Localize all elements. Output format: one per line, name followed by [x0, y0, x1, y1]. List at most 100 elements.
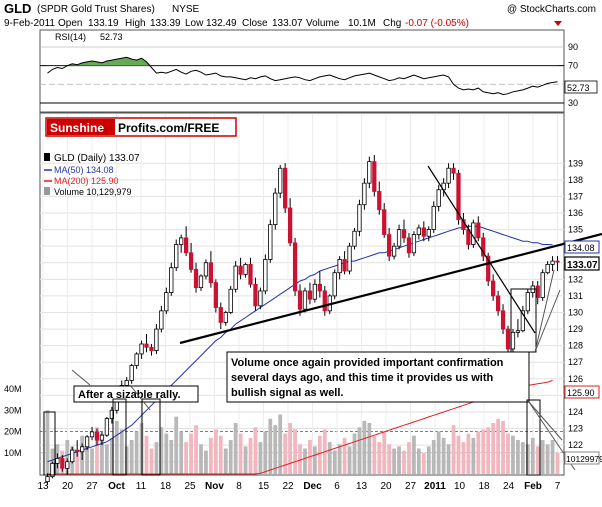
volume-bar — [105, 444, 109, 474]
legend-line-2: MA(50) 134.08 — [54, 165, 114, 175]
volume-bar — [550, 440, 555, 474]
volume-bar — [174, 416, 179, 474]
candle-body — [416, 227, 422, 235]
candle-body — [253, 283, 258, 307]
volume-bar — [456, 435, 461, 474]
x-tick-label: 6 — [334, 481, 340, 492]
price-label-ma50-text: 134.08 — [567, 243, 595, 253]
price-tick-label: 132 — [568, 274, 583, 284]
volume-bar — [436, 431, 441, 474]
price-tick-label: 123 — [568, 424, 583, 434]
legend: GLD (Daily) 133.07 MA(50) 134.08 MA(200)… — [44, 153, 140, 197]
x-tick-label: 7 — [555, 481, 561, 492]
candle-body — [550, 260, 555, 265]
candle-body — [94, 431, 100, 441]
candle-body — [411, 234, 417, 254]
candle-body — [273, 192, 278, 226]
price-tick-label: 128 — [568, 341, 583, 351]
candle-body — [387, 234, 392, 257]
volume-note-box — [226, 351, 530, 403]
candle-body — [382, 209, 387, 235]
volume-bar — [426, 446, 431, 474]
volume-bar — [501, 420, 505, 474]
volume-bar — [312, 446, 317, 474]
volume-bar — [199, 444, 203, 474]
rally-note-text: After a sizable rally. — [78, 389, 181, 401]
volume-bar — [352, 433, 357, 474]
price-tick-label: 130 — [568, 307, 583, 317]
candle-body — [188, 252, 194, 270]
high-label: High — [125, 18, 146, 29]
rsi-line — [47, 56, 558, 96]
volume-bar — [189, 433, 193, 474]
candle-body — [347, 245, 352, 272]
candle-body — [307, 290, 313, 300]
price-label-close: 133.07 — [564, 256, 600, 271]
x-tick-label: 13 — [356, 481, 368, 492]
volume-bar — [283, 433, 288, 474]
volume-highlight-box-2 — [112, 398, 127, 476]
x-tick-label: 22 — [282, 481, 294, 492]
volume-bar — [357, 427, 362, 474]
volume-highlight-box-1 — [43, 411, 56, 476]
x-tick-label: 20 — [380, 481, 392, 492]
x-tick-label: 24 — [503, 481, 515, 492]
volume-bar — [124, 446, 129, 474]
volume-bar — [154, 442, 159, 474]
volume-bar — [540, 440, 545, 474]
x-tick-label: 27 — [86, 481, 98, 492]
x-tick-label: 18 — [478, 481, 490, 492]
volume-bar — [50, 448, 55, 474]
volume-bar — [268, 418, 273, 474]
candle-body — [45, 476, 50, 483]
volume-bar — [228, 440, 233, 474]
volume-bar — [525, 444, 530, 474]
x-tick-label: 25 — [184, 481, 196, 492]
volume-bar — [114, 420, 119, 474]
volume-bar — [179, 431, 184, 474]
price-label-volume: 10129979 — [564, 451, 602, 465]
legend-price-swatch — [44, 153, 50, 161]
candle-body — [515, 330, 521, 333]
volume-note-line-1: Volume once again provided important con… — [231, 357, 504, 369]
x-tick-label: 11 — [136, 481, 147, 492]
candle-body — [124, 380, 129, 386]
volume-bar — [377, 442, 382, 474]
volume-bar — [466, 433, 471, 474]
candle-body — [99, 434, 105, 441]
volume-bar — [332, 450, 337, 474]
rsi-last-label: 52.73 — [567, 83, 590, 93]
chg-value: -0.07 (-0.05%) — [405, 18, 469, 29]
ma200-line — [47, 380, 553, 475]
price-tick-label: 136 — [568, 208, 583, 218]
x-tick-label: 8 — [236, 481, 242, 492]
volume-bar — [129, 440, 134, 474]
volume-bar — [362, 420, 367, 474]
candle-body — [144, 343, 149, 348]
volume-tick-label: 40M — [4, 384, 22, 394]
volume-bar — [486, 427, 491, 474]
candle-body — [406, 237, 412, 254]
candle-body — [520, 310, 525, 332]
volume-bar — [144, 435, 149, 474]
volume-bar — [382, 431, 387, 474]
banner-red-text: Sunshine — [50, 121, 104, 135]
volume-bar — [506, 433, 510, 474]
candle-body — [352, 230, 357, 247]
candle-body — [233, 265, 238, 290]
candle-body — [183, 237, 189, 254]
volume-bar — [545, 444, 550, 474]
candle-body — [213, 282, 218, 308]
volume-bar — [169, 440, 174, 474]
volume-bar — [476, 431, 481, 474]
legend-line-3: MA(200) 125.90 — [54, 176, 119, 186]
candle-body — [471, 222, 476, 245]
volume-highlight-box-4 — [526, 399, 541, 476]
candle-body — [174, 244, 179, 269]
legend-line-1: GLD (Daily) 133.07 — [54, 153, 140, 164]
volume-bar — [100, 433, 104, 474]
candle-body — [476, 222, 481, 239]
candle-body — [129, 365, 134, 381]
candle-body — [75, 449, 80, 453]
